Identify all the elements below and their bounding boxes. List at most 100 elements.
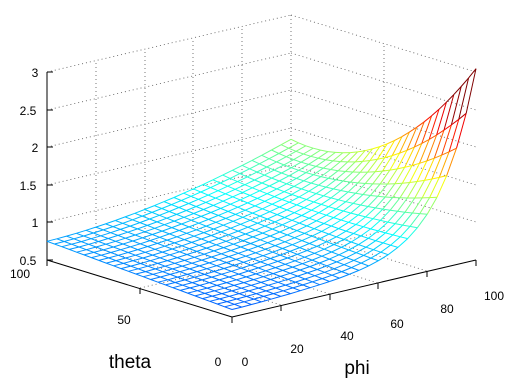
mesh-line-theta: [355, 161, 362, 162]
mesh-line-theta: [239, 274, 246, 277]
mesh-line-phi: [320, 282, 330, 285]
mesh-line-phi: [344, 234, 354, 240]
mesh-line-phi: [187, 272, 197, 275]
mesh-line-theta: [280, 232, 287, 235]
mesh-line-phi: [288, 254, 298, 258]
mesh-line-phi: [91, 255, 101, 257]
mesh-line-phi: [164, 198, 174, 202]
mesh-line-theta: [278, 282, 285, 285]
mesh-line-theta: [314, 175, 321, 177]
mesh-line-theta: [164, 225, 171, 228]
mesh-line-phi: [168, 277, 178, 280]
mesh-line-theta: [77, 252, 84, 255]
mesh-line-theta: [262, 183, 269, 186]
mesh-line-phi: [395, 212, 405, 223]
mesh-line-theta: [160, 258, 167, 261]
grid-back-z-2: [47, 90, 291, 147]
mesh-line-theta: [214, 251, 221, 254]
mesh-line-theta: [254, 299, 261, 302]
mesh-line-phi: [247, 172, 257, 177]
mesh-line-phi: [299, 164, 309, 170]
mesh-line-theta: [255, 230, 262, 233]
mesh-line-phi: [309, 213, 319, 219]
mesh-line-phi: [284, 160, 294, 165]
mesh-line-theta: [101, 236, 108, 239]
mesh-line-phi: [150, 258, 160, 261]
mesh-line-theta: [278, 261, 285, 264]
mesh-line-theta: [301, 162, 308, 164]
mesh-line-theta: [162, 231, 169, 234]
mesh-line-theta: [47, 241, 54, 244]
mesh-line-theta: [147, 225, 154, 228]
mesh-line-theta: [268, 285, 275, 288]
mesh-line-phi: [327, 237, 337, 242]
mesh-line-theta: [253, 213, 260, 216]
mesh-line-theta: [192, 242, 199, 245]
mesh-line-phi: [244, 280, 254, 283]
mesh-line-phi: [265, 246, 275, 250]
mesh-line-theta: [167, 218, 174, 221]
mesh-line-theta: [150, 261, 157, 264]
mesh-line-phi: [270, 232, 280, 236]
mesh-line-theta: [356, 253, 363, 256]
mesh-line-phi: [113, 244, 123, 247]
mesh-line-phi: [201, 236, 211, 240]
mesh-line-phi: [317, 242, 327, 247]
mesh-line-phi: [292, 189, 302, 195]
mesh-line-phi: [302, 210, 312, 215]
mesh-line-theta: [165, 285, 172, 288]
mesh-line-theta: [311, 183, 318, 185]
mesh-line-phi: [305, 253, 315, 257]
mesh-line-phi: [209, 238, 219, 242]
mesh-line-theta: [182, 266, 189, 269]
mesh-line-phi: [233, 192, 243, 196]
mesh-line-theta: [234, 304, 241, 307]
mesh-line-phi: [219, 277, 229, 280]
mesh-line-phi: [172, 201, 182, 205]
mesh-line-phi: [136, 252, 146, 255]
mesh-line-phi: [329, 255, 339, 259]
mesh-line-phi: [361, 229, 371, 236]
mesh-line-phi: [195, 274, 205, 277]
mesh-line-phi: [227, 280, 237, 283]
mesh-line-phi: [257, 194, 267, 199]
mesh-line-phi: [356, 184, 366, 194]
mesh-line-theta: [267, 167, 274, 170]
mesh-line-phi: [170, 231, 180, 234]
mesh-line-phi: [217, 263, 227, 266]
mesh-line-phi: [339, 250, 349, 255]
mesh-line-phi: [378, 184, 388, 196]
mesh-line-theta: [295, 282, 302, 285]
mesh-line-theta: [260, 216, 267, 219]
mesh-line-phi: [229, 253, 239, 256]
mesh-line-phi: [136, 272, 146, 274]
mesh-line-theta: [54, 244, 61, 247]
mesh-line-theta: [219, 238, 226, 241]
mesh-line-theta: [350, 152, 357, 153]
mesh-line-theta: [314, 202, 321, 204]
mesh-line-theta: [216, 222, 223, 225]
mesh-line-phi: [163, 269, 173, 272]
mesh-line-phi: [288, 276, 298, 279]
mesh-line-theta: [262, 155, 269, 158]
mesh-line-theta: [247, 177, 254, 180]
mesh-line-phi: [231, 268, 241, 271]
mesh-line-phi: [290, 270, 300, 273]
grid-back-z-25: [47, 53, 291, 110]
mesh-line-phi: [285, 213, 295, 218]
mesh-line-theta: [84, 255, 91, 258]
mesh-line-phi: [293, 285, 303, 288]
mesh-line-phi: [346, 225, 356, 232]
mesh-line-theta: [254, 280, 261, 283]
mesh-line-theta: [245, 185, 252, 188]
mesh-line-phi: [314, 196, 324, 202]
mesh-line-phi: [197, 269, 207, 272]
mesh-line-theta: [265, 249, 272, 252]
mesh-line-theta: [292, 194, 299, 197]
mesh-line-theta: [187, 255, 194, 258]
mesh-line-phi: [147, 222, 157, 226]
mesh-line-theta: [249, 291, 256, 294]
mesh-line-theta: [268, 243, 275, 246]
mesh-line-phi: [214, 225, 224, 229]
mesh-line-phi: [224, 265, 234, 268]
